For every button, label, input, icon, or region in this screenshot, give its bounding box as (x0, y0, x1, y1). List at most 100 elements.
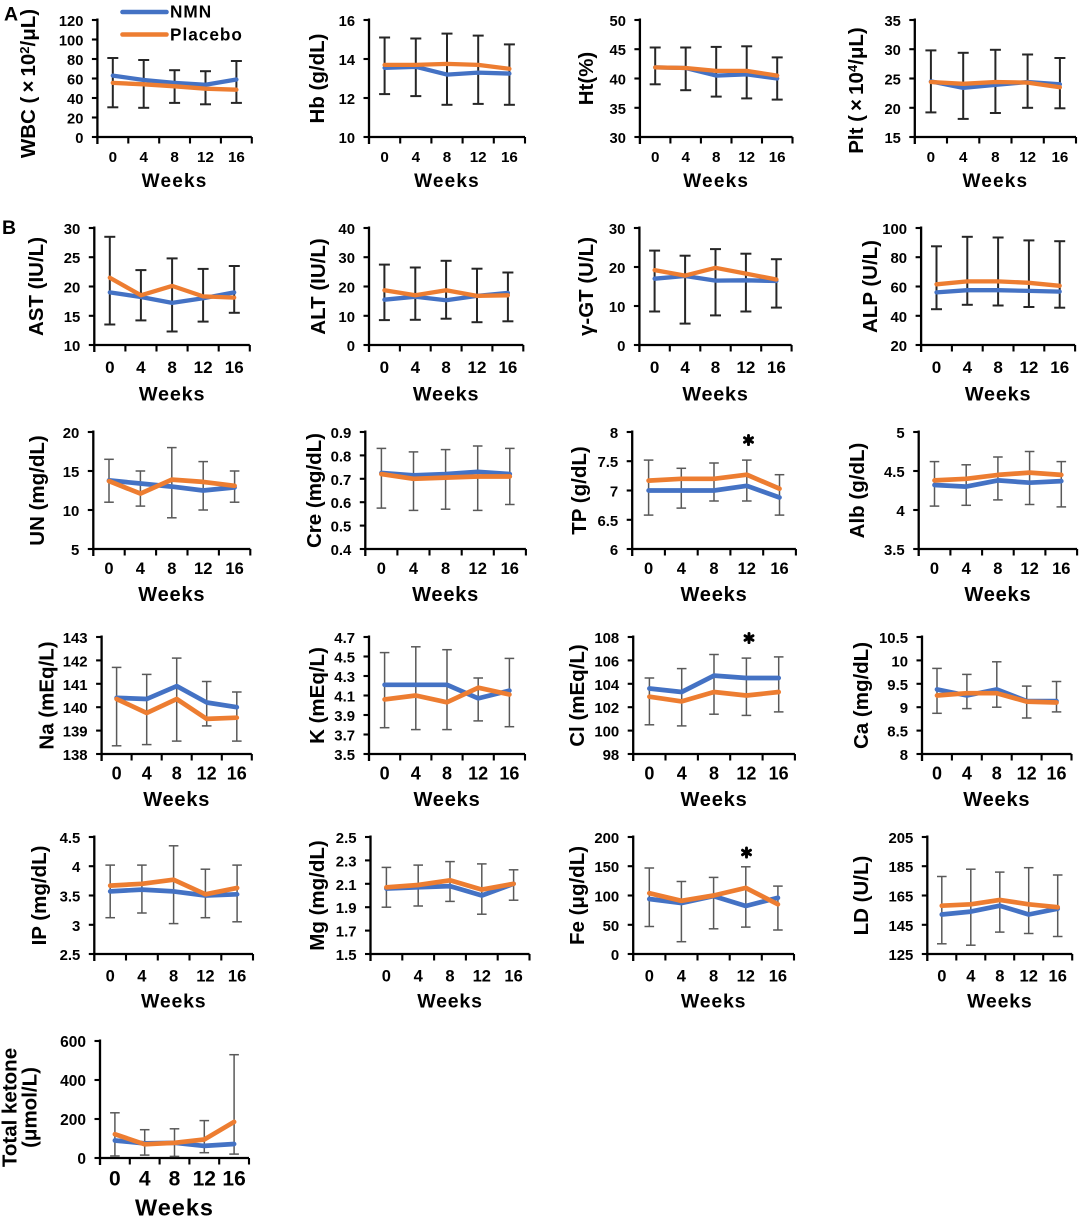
svg-text:16: 16 (1051, 149, 1068, 166)
svg-text:0: 0 (112, 764, 122, 784)
svg-text:2.5: 2.5 (336, 831, 357, 847)
svg-text:Weeks: Weeks (965, 383, 1031, 405)
svg-text:8: 8 (169, 967, 178, 985)
svg-text:120: 120 (59, 14, 84, 30)
svg-text:16: 16 (1050, 358, 1069, 377)
svg-text:4: 4 (412, 149, 421, 166)
svg-text:0: 0 (105, 358, 114, 377)
svg-text:8: 8 (993, 358, 1002, 377)
svg-text:141: 141 (63, 678, 88, 694)
svg-text:Weeks: Weeks (682, 383, 748, 405)
svg-text:12: 12 (1019, 358, 1038, 377)
svg-text:0: 0 (937, 967, 946, 985)
svg-text:0: 0 (611, 948, 619, 964)
svg-text:4: 4 (677, 560, 687, 578)
svg-text:108: 108 (594, 631, 619, 647)
svg-text:125: 125 (888, 948, 913, 964)
svg-text:2.3: 2.3 (336, 854, 357, 870)
svg-text:16: 16 (770, 560, 788, 578)
svg-text:4: 4 (681, 149, 690, 166)
svg-text:4: 4 (414, 967, 424, 985)
svg-text:8: 8 (993, 560, 1002, 578)
svg-text:20: 20 (338, 281, 355, 297)
svg-text:145: 145 (888, 919, 913, 935)
svg-text:16: 16 (501, 149, 518, 166)
svg-text:12: 12 (736, 358, 755, 377)
svg-text:0: 0 (644, 560, 653, 578)
svg-text:16: 16 (1052, 560, 1070, 578)
svg-text:16: 16 (228, 149, 245, 166)
svg-text:0: 0 (347, 339, 355, 355)
svg-text:4: 4 (966, 967, 976, 985)
svg-text:8: 8 (441, 358, 450, 377)
svg-text:10: 10 (64, 339, 81, 355)
svg-text:4.3: 4.3 (334, 670, 355, 686)
svg-text:16: 16 (225, 560, 243, 578)
svg-text:15: 15 (884, 131, 900, 147)
svg-text:8: 8 (441, 560, 450, 578)
svg-text:104: 104 (594, 678, 620, 694)
svg-text:8: 8 (167, 560, 176, 578)
svg-text:Fe (μg/dL): Fe (μg/dL) (566, 846, 589, 945)
svg-text:12: 12 (470, 149, 487, 166)
svg-text:12: 12 (197, 149, 214, 166)
svg-text:0: 0 (380, 358, 389, 377)
svg-text:10: 10 (609, 300, 626, 316)
svg-text:Ca (mg/dL): Ca (mg/dL) (850, 642, 873, 749)
svg-text:TP (g/dL): TP (g/dL) (568, 446, 591, 534)
svg-text:16: 16 (769, 149, 786, 166)
svg-text:15: 15 (64, 310, 81, 326)
svg-text:100: 100 (594, 725, 619, 741)
svg-text:16: 16 (1046, 764, 1066, 784)
svg-text:Weeks: Weeks (413, 383, 479, 405)
svg-text:100: 100 (59, 34, 84, 50)
svg-text:12: 12 (468, 358, 487, 377)
svg-text:8: 8 (900, 748, 908, 764)
svg-text:4: 4 (959, 149, 968, 166)
svg-text:Weeks: Weeks (681, 990, 746, 1012)
svg-text:AST (IU/L): AST (IU/L) (25, 237, 48, 336)
svg-text:(μmol/L): (μmol/L) (19, 1067, 42, 1148)
svg-text:10.5: 10.5 (879, 631, 908, 647)
svg-text:1.5: 1.5 (336, 948, 357, 964)
svg-text:20: 20 (64, 281, 81, 297)
svg-text:10: 10 (891, 654, 908, 670)
svg-text:12: 12 (1020, 560, 1038, 578)
svg-text:40: 40 (891, 310, 908, 326)
svg-text:0: 0 (75, 131, 83, 147)
svg-text:16: 16 (339, 14, 355, 30)
svg-text:8: 8 (443, 149, 451, 166)
svg-text:400: 400 (60, 1073, 86, 1090)
svg-text:16: 16 (499, 764, 519, 784)
svg-text:4: 4 (680, 358, 690, 377)
svg-text:A: A (4, 4, 18, 26)
svg-text:ALT (IU/L): ALT (IU/L) (307, 238, 330, 334)
svg-text:16: 16 (1049, 967, 1067, 985)
svg-text:16: 16 (498, 358, 517, 377)
svg-text:60: 60 (67, 73, 83, 89)
svg-text:3.5: 3.5 (884, 543, 905, 559)
svg-text:WBC ( × 102/μL): WBC ( × 102/μL) (17, 9, 40, 158)
svg-text:Plt ( × 104/μL): Plt ( × 104/μL) (845, 27, 868, 154)
svg-text:Na (mEq/L): Na (mEq/L) (36, 641, 59, 749)
svg-text:25: 25 (64, 251, 81, 267)
svg-text:0: 0 (109, 149, 117, 166)
svg-text:4: 4 (139, 1168, 151, 1191)
svg-text:8: 8 (170, 149, 178, 166)
svg-text:6: 6 (610, 543, 618, 559)
svg-text:0: 0 (651, 149, 659, 166)
svg-text:106: 106 (594, 654, 619, 670)
svg-text:15: 15 (63, 465, 80, 481)
svg-text:UN (mg/dL): UN (mg/dL) (26, 435, 49, 545)
svg-text:0.7: 0.7 (331, 473, 352, 489)
svg-text:4: 4 (139, 149, 148, 166)
svg-text:8: 8 (711, 358, 720, 377)
svg-text:0: 0 (932, 764, 942, 784)
svg-text:3.5: 3.5 (334, 748, 355, 764)
svg-text:ALP (U/L): ALP (U/L) (859, 240, 882, 333)
svg-text:4: 4 (409, 560, 419, 578)
svg-text:0: 0 (644, 764, 654, 784)
svg-text:10: 10 (339, 131, 355, 147)
svg-text:NMN: NMN (170, 2, 212, 22)
svg-text:50: 50 (603, 919, 620, 935)
